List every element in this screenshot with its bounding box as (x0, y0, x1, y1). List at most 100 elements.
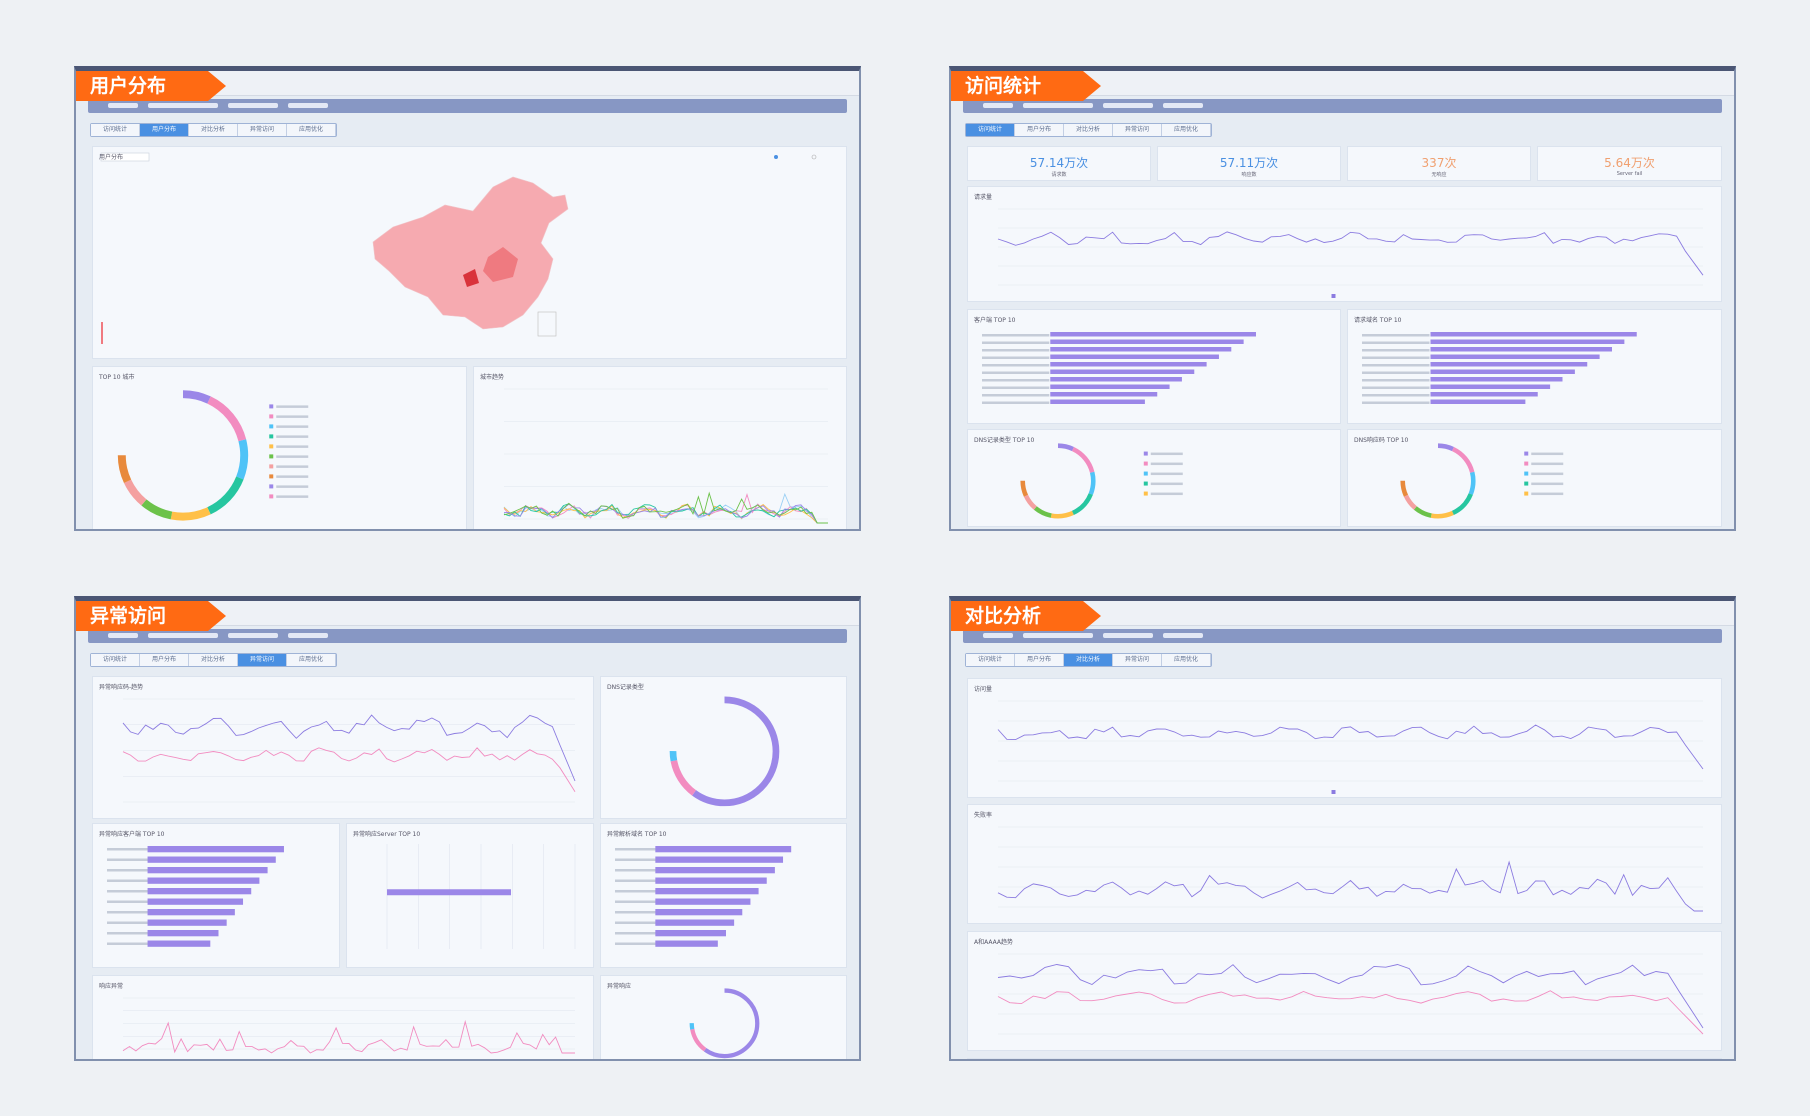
legend-text (107, 932, 152, 935)
tab[interactable]: 访问统计 (91, 654, 140, 666)
legend-text (276, 465, 309, 468)
tab[interactable]: 应用优化 (1162, 654, 1211, 666)
bar (655, 909, 743, 916)
card-chart (982, 332, 1256, 404)
trend-line (503, 503, 828, 524)
tab[interactable]: 异常访问 (1113, 654, 1162, 666)
bar (655, 846, 792, 853)
donut-segment (689, 988, 760, 1059)
bar (655, 919, 735, 926)
tab[interactable]: 对比分析 (189, 124, 238, 136)
stat-value: 57.11万次 (1219, 156, 1279, 170)
trend-line (997, 724, 1704, 770)
info-text (1103, 103, 1153, 108)
stat-label: 响应数 (1241, 172, 1257, 178)
legend-swatch (269, 474, 274, 479)
panel-tag: 对比分析 (951, 601, 1101, 631)
legend-swatch (1331, 294, 1336, 298)
card: A和AAAA趋势 (967, 931, 1722, 1051)
tab[interactable]: 用户分布 (140, 124, 189, 136)
donut-segment (669, 696, 780, 807)
bar (147, 846, 284, 853)
tab[interactable]: 对比分析 (1064, 654, 1113, 666)
card: 异常响应 (600, 975, 847, 1059)
card: 失败率 (967, 804, 1722, 924)
donut-segment (1400, 443, 1476, 519)
tab-bar: 访问统计 用户分布 对比分析 异常访问 应用优化 (965, 653, 1212, 667)
bar (147, 877, 260, 884)
card-title: 请求域名 TOP 10 (1354, 317, 1402, 324)
card-title: TOP 10 城市 (99, 374, 135, 381)
legend-text (1362, 334, 1430, 337)
panel-tag: 用户分布 (76, 71, 226, 101)
info-text (148, 103, 218, 108)
bar (655, 877, 767, 884)
legend-text (276, 435, 309, 438)
card-chart (997, 700, 1704, 794)
stat-label: Server fail (1616, 171, 1643, 177)
trend-line (503, 503, 828, 524)
radio (774, 155, 778, 159)
tab[interactable]: 异常访问 (1113, 124, 1162, 136)
legend-swatch (269, 414, 274, 419)
card: DNS记录类型 TOP 10 (967, 429, 1341, 527)
tab[interactable]: 应用优化 (287, 654, 336, 666)
legend-text (107, 890, 152, 893)
card: 5.64万次 Server fail (1537, 146, 1722, 181)
bar (1050, 384, 1170, 389)
bar (1430, 399, 1526, 404)
donut-segment (1400, 443, 1476, 519)
legend-text (276, 445, 309, 448)
bar (1430, 339, 1625, 344)
bar (147, 919, 227, 926)
legend-swatch (269, 464, 274, 469)
stat-label: 无响应 (1431, 172, 1447, 178)
bar (1430, 362, 1588, 367)
legend-text (1362, 394, 1430, 397)
tab[interactable]: 访问统计 (966, 654, 1015, 666)
tab[interactable]: 异常访问 (238, 124, 287, 136)
tab[interactable]: 用户分布 (1015, 654, 1064, 666)
card-title: 请求量 (974, 194, 993, 201)
tab[interactable]: 应用优化 (1162, 124, 1211, 136)
card-chart (117, 390, 309, 521)
dashboard-panel: 访问统计 用户分布 对比分析 异常访问 应用优化 异常响应码-趋势 DNS记录类型 异常响应客… (74, 596, 861, 1061)
legend-text (1362, 364, 1430, 367)
card-title: DNS响应码 TOP 10 (1354, 437, 1409, 444)
legend-swatch (1524, 491, 1529, 496)
tab[interactable]: 对比分析 (189, 654, 238, 666)
map-hot (463, 269, 479, 287)
legend-swatch (1524, 481, 1529, 486)
card-chart (1020, 443, 1183, 519)
card-title: 异常解析域名 TOP 10 (607, 831, 667, 838)
trend-line (997, 964, 1704, 1029)
legend-swatch (1524, 461, 1529, 466)
card-title: 失败率 (974, 812, 993, 819)
legend-text (615, 911, 660, 914)
tab[interactable]: 对比分析 (1064, 124, 1113, 136)
card: 异常解析域名 TOP 10 (600, 823, 847, 968)
legend-text (982, 356, 1050, 359)
card: 客户端 TOP 10 (967, 309, 1341, 424)
tab[interactable]: 异常访问 (238, 654, 287, 666)
card: 337次 无响应 (1347, 146, 1531, 181)
info-text (1163, 103, 1203, 108)
card: 应答耗时分布 (967, 1058, 1722, 1059)
card: DNS记录类型 (600, 676, 847, 819)
card-title: 异常响应客户端 TOP 10 (99, 831, 165, 838)
legend-text (615, 858, 660, 861)
tab[interactable]: 访问统计 (966, 124, 1015, 136)
card-chart (689, 988, 760, 1059)
bar (147, 898, 244, 905)
tab[interactable]: 访问统计 (91, 124, 140, 136)
tab[interactable]: 用户分布 (1015, 124, 1064, 136)
legend-text (1150, 472, 1183, 476)
bar (655, 888, 759, 895)
trend-line (503, 492, 828, 524)
info-text (1103, 633, 1153, 638)
tab[interactable]: 用户分布 (140, 654, 189, 666)
bar (1430, 354, 1600, 359)
trend-line (997, 231, 1704, 276)
donut-segment (1400, 443, 1476, 519)
tab[interactable]: 应用优化 (287, 124, 336, 136)
